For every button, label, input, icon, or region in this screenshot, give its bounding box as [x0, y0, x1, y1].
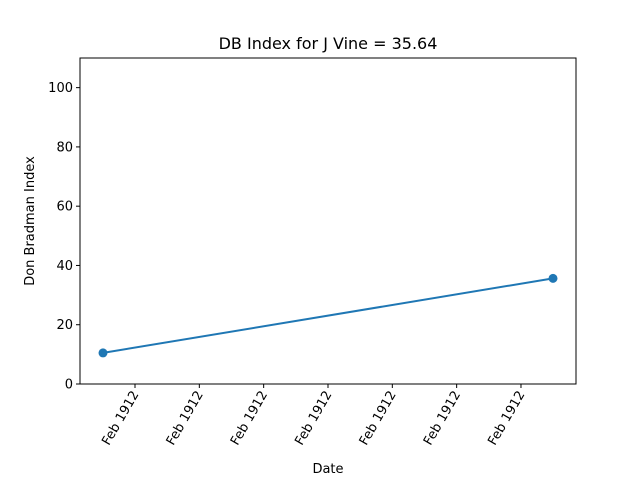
y-tick-label: 40	[56, 259, 73, 274]
y-axis: 0 20 40 60 80 100	[48, 81, 80, 393]
series-line	[102, 277, 554, 354]
y-axis-label: Don Bradman Index	[23, 156, 38, 286]
y-tick-label: 100	[48, 81, 73, 96]
y-tick-label: 60	[56, 200, 73, 215]
series-group	[98, 273, 558, 358]
data-point	[98, 348, 108, 358]
y-tick-label: 80	[56, 140, 73, 155]
data-point	[548, 273, 558, 283]
y-tick-label: 20	[56, 318, 73, 333]
y-tick-label: 0	[65, 378, 73, 393]
chart-title: DB Index for J Vine = 35.64	[219, 34, 438, 53]
x-axis-label: Date	[312, 462, 343, 477]
